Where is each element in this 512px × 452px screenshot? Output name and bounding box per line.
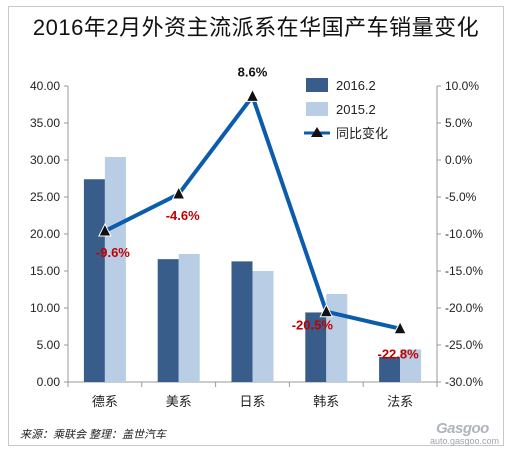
y-tick-label-right: -30.0% [445,375,483,389]
y-tick-label-left: 5.00 [37,338,61,352]
y-tick-label-left: 40.00 [30,79,60,93]
source-footer: 来源：乘联会 整理：盖世汽车 [20,429,167,441]
y-tick-label-right: -20.0% [445,301,483,315]
y-tick-label-left: 15.00 [30,264,60,278]
chart-title: 2016年2月外资主流派系在华国产车销量变化 [32,15,480,40]
x-tick-label: 法系 [387,394,413,409]
y-tick-label-left: 10.00 [30,301,60,315]
y-tick-label-right: 10.0% [445,79,479,93]
legend-marker [311,127,323,137]
watermark-logo: Gasgoo auto.gasgoo.com [424,406,504,446]
data-label: -20.5% [292,318,334,333]
legend-label: 2015.2 [336,102,376,117]
x-tick-label: 美系 [166,394,192,409]
y-tick-label-right: 5.0% [445,116,473,130]
bar-2016.2 [83,179,105,382]
y-tick-label-left: 35.00 [30,116,60,130]
watermark-name: Gasgoo [436,420,489,437]
bar-2016.2 [379,356,401,382]
y-tick-label-left: 25.00 [30,190,60,204]
bar-2016.2 [231,261,253,382]
bar-2015.2 [104,157,126,382]
y-tick-label-left: 0.00 [37,375,61,389]
legend-swatch [306,78,328,92]
data-label: 8.6% [238,64,268,79]
y-tick-label-right: 0.0% [445,153,473,167]
bar-2016.2 [305,312,327,382]
chart-frame [8,6,504,446]
line-marker [245,88,260,102]
y-tick-label-right: -25.0% [445,338,483,352]
legend-swatch [306,102,328,116]
line-marker [171,185,186,200]
x-tick-label: 韩系 [313,394,339,409]
legend-label: 同比变化 [336,126,388,141]
line-marker [98,222,112,237]
line-marker [393,320,407,335]
watermark-url: auto.gasgoo.com [430,436,500,446]
bar-2016.2 [157,259,179,382]
data-label: -22.8% [377,347,419,362]
bar-2015.2 [326,293,348,382]
y-tick-label-right: -15.0% [445,264,483,278]
data-label: -9.6% [96,245,130,260]
bar-2015.2 [400,349,422,382]
line-marker [319,303,334,318]
legend-label: 2016.2 [336,78,376,93]
y-tick-label-right: -10.0% [445,227,483,241]
x-tick-label: 日系 [239,394,265,409]
x-tick-label: 德系 [92,394,118,409]
bar-2015.2 [252,271,274,382]
y-tick-label-left: 20.00 [30,227,60,241]
y-tick-label-left: 30.00 [30,153,60,167]
y-tick-label-right: -5.0% [445,190,477,204]
data-label: -4.6% [166,208,200,223]
bar-2015.2 [178,253,200,382]
